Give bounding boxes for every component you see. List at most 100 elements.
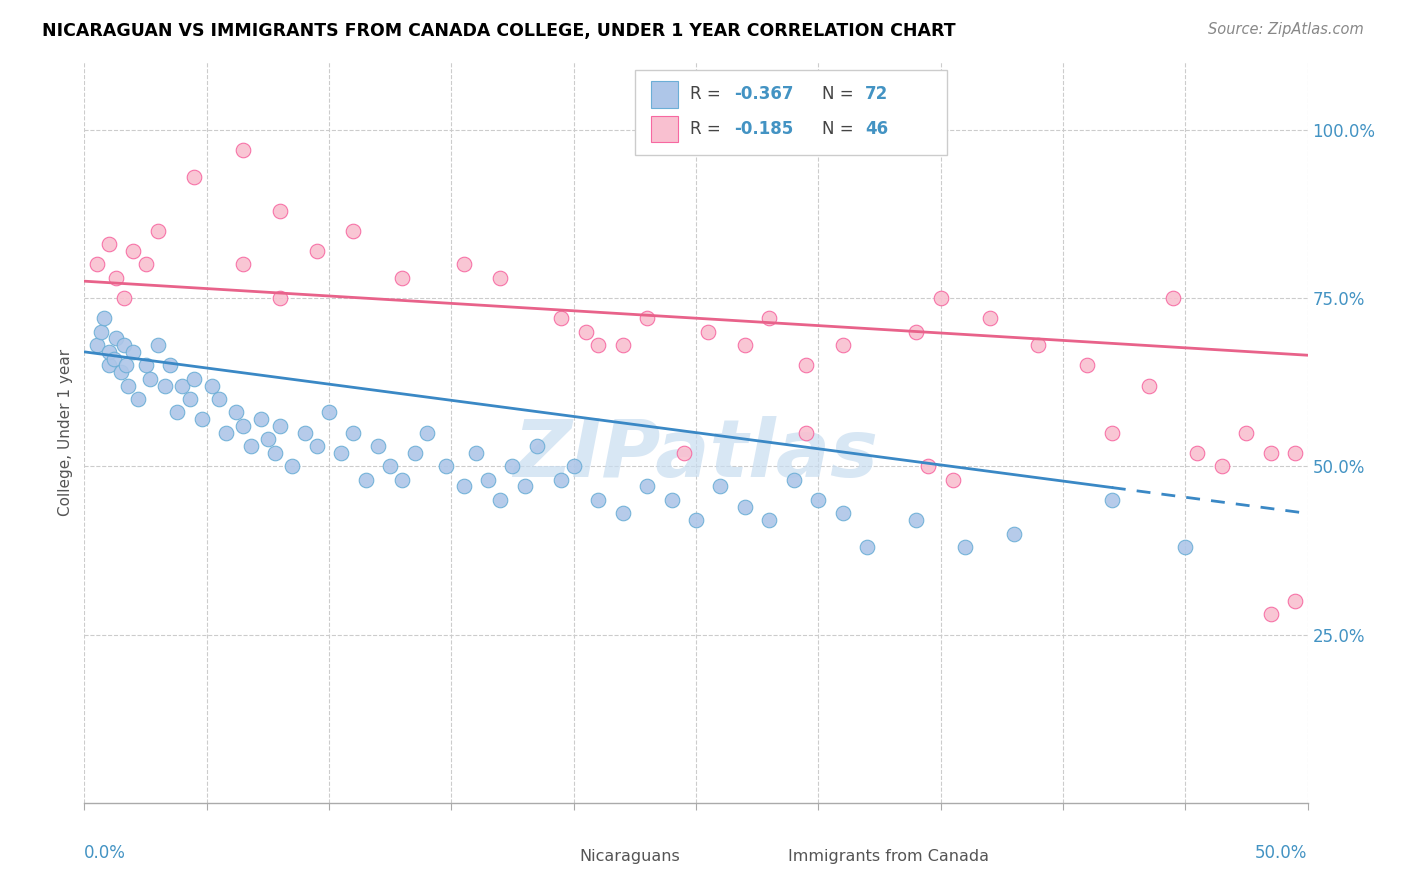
- Point: [1284, 594, 1306, 608]
- Point: [97, 344, 120, 359]
- Point: [953, 540, 976, 554]
- Point: [159, 359, 181, 373]
- Point: [1260, 607, 1282, 622]
- Point: [636, 311, 658, 326]
- Point: [391, 473, 413, 487]
- Point: [93, 311, 115, 326]
- Point: [269, 291, 291, 305]
- FancyBboxPatch shape: [636, 70, 946, 155]
- Point: [257, 433, 280, 447]
- Point: [305, 244, 328, 258]
- Point: [1002, 526, 1025, 541]
- Point: [831, 338, 853, 352]
- Point: [502, 459, 524, 474]
- Point: [612, 338, 634, 352]
- Point: [127, 392, 149, 406]
- Point: [239, 439, 262, 453]
- Point: [122, 244, 145, 258]
- Point: [586, 492, 609, 507]
- Point: [200, 378, 222, 392]
- Text: N =: N =: [823, 86, 859, 103]
- Point: [367, 439, 389, 453]
- Point: [105, 331, 128, 345]
- Point: [1211, 459, 1233, 474]
- Point: [1260, 446, 1282, 460]
- Point: [342, 224, 364, 238]
- Point: [1284, 446, 1306, 460]
- Point: [179, 392, 201, 406]
- Text: 46: 46: [865, 120, 889, 138]
- Point: [183, 372, 205, 386]
- Point: [269, 418, 291, 433]
- Point: [758, 311, 780, 326]
- Point: [225, 405, 247, 419]
- Point: [416, 425, 439, 440]
- Point: [215, 425, 238, 440]
- Text: R =: R =: [690, 120, 725, 138]
- Point: [453, 479, 475, 493]
- Point: [1174, 540, 1197, 554]
- Text: Immigrants from Canada: Immigrants from Canada: [787, 848, 988, 863]
- Point: [794, 359, 817, 373]
- Point: [208, 392, 231, 406]
- Point: [905, 325, 928, 339]
- Bar: [651, 81, 678, 108]
- Text: 0.0%: 0.0%: [84, 844, 127, 862]
- Point: [318, 405, 340, 419]
- Point: [117, 378, 139, 392]
- Point: [831, 507, 853, 521]
- Point: [105, 270, 128, 285]
- Point: [794, 425, 817, 440]
- Point: [115, 359, 138, 373]
- Point: [1076, 359, 1098, 373]
- Point: [1137, 378, 1160, 392]
- Point: [905, 513, 928, 527]
- Point: [232, 143, 254, 157]
- Point: [110, 365, 132, 379]
- Point: [612, 507, 634, 521]
- Point: [264, 446, 287, 460]
- Point: [1187, 446, 1209, 460]
- Point: [122, 344, 145, 359]
- Point: [586, 338, 609, 352]
- Point: [86, 338, 108, 352]
- Point: [146, 338, 169, 352]
- Point: [112, 338, 135, 352]
- Point: [758, 513, 780, 527]
- Point: [172, 378, 194, 392]
- Point: [404, 446, 426, 460]
- Point: [550, 473, 572, 487]
- Point: [103, 351, 125, 366]
- Point: [97, 359, 120, 373]
- Point: [146, 224, 169, 238]
- Point: [807, 492, 830, 507]
- Point: [1236, 425, 1258, 440]
- Point: [436, 459, 458, 474]
- Point: [86, 257, 108, 271]
- Bar: [651, 116, 678, 143]
- Point: [526, 439, 548, 453]
- Point: [305, 439, 328, 453]
- Point: [513, 479, 536, 493]
- Point: [1101, 425, 1123, 440]
- Point: [166, 405, 188, 419]
- Text: -0.367: -0.367: [734, 86, 793, 103]
- Point: [685, 513, 707, 527]
- Point: [1161, 291, 1184, 305]
- Point: [575, 325, 598, 339]
- Point: [135, 359, 157, 373]
- Text: Nicaraguans: Nicaraguans: [579, 848, 681, 863]
- Text: 72: 72: [865, 86, 889, 103]
- Point: [783, 473, 806, 487]
- Point: [232, 418, 254, 433]
- Point: [391, 270, 413, 285]
- Text: -0.185: -0.185: [734, 120, 793, 138]
- Point: [1028, 338, 1050, 352]
- Point: [942, 473, 965, 487]
- Point: [232, 257, 254, 271]
- Point: [183, 169, 205, 184]
- Bar: [751, 845, 776, 867]
- Point: [191, 412, 214, 426]
- Point: [90, 325, 112, 339]
- Point: [489, 492, 512, 507]
